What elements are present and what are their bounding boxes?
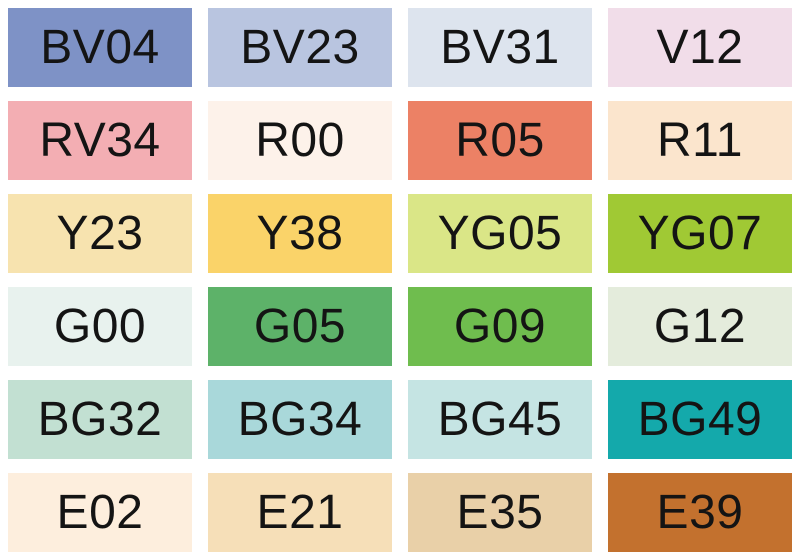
swatch-label: E35	[456, 486, 544, 539]
color-swatch-e35[interactable]: E35	[408, 473, 592, 552]
swatch-label: BG34	[237, 393, 363, 446]
color-swatch-e39[interactable]: E39	[608, 473, 792, 552]
swatch-label: BV04	[40, 21, 160, 74]
color-swatch-yg05[interactable]: YG05	[408, 194, 592, 273]
color-swatch-bv31[interactable]: BV31	[408, 8, 592, 87]
color-swatch-bg45[interactable]: BG45	[408, 380, 592, 459]
swatch-label: R00	[255, 114, 345, 167]
swatch-label: R11	[657, 114, 743, 167]
color-swatch-bg32[interactable]: BG32	[8, 380, 192, 459]
color-swatch-y38[interactable]: Y38	[208, 194, 392, 273]
color-swatch-r05[interactable]: R05	[408, 101, 592, 180]
swatch-label: G00	[53, 300, 147, 353]
swatch-label: V12	[656, 21, 744, 74]
color-swatch-e02[interactable]: E02	[8, 473, 192, 552]
swatch-label: Y23	[56, 207, 144, 260]
color-swatch-bv04[interactable]: BV04	[8, 8, 192, 87]
swatch-label: R05	[455, 114, 545, 167]
color-swatch-g05[interactable]: G05	[208, 287, 392, 366]
swatch-label: BV23	[240, 21, 360, 74]
swatch-label: G09	[453, 300, 547, 353]
color-swatch-bg49[interactable]: BG49	[608, 380, 792, 459]
color-swatch-g12[interactable]: G12	[608, 287, 792, 366]
swatch-label: E02	[56, 486, 144, 539]
color-swatch-r11[interactable]: R11	[608, 101, 792, 180]
color-swatch-y23[interactable]: Y23	[8, 194, 192, 273]
swatch-label: BG49	[637, 393, 763, 446]
swatch-label: E39	[656, 486, 744, 539]
swatch-label: BG32	[37, 393, 163, 446]
swatch-label: YG07	[637, 207, 763, 260]
color-swatch-g09[interactable]: G09	[408, 287, 592, 366]
swatch-label: BV31	[440, 21, 560, 74]
color-swatch-rv34[interactable]: RV34	[8, 101, 192, 180]
color-swatch-bv23[interactable]: BV23	[208, 8, 392, 87]
color-swatch-g00[interactable]: G00	[8, 287, 192, 366]
color-swatch-yg07[interactable]: YG07	[608, 194, 792, 273]
color-swatch-bg34[interactable]: BG34	[208, 380, 392, 459]
color-swatch-r00[interactable]: R00	[208, 101, 392, 180]
color-swatch-grid: BV04 BV23 BV31 V12 RV34 R00 R05 R11 Y23 Y38 YG05 YG…	[8, 8, 792, 552]
swatch-label: BG45	[437, 393, 563, 446]
swatch-label: G12	[653, 300, 747, 353]
color-swatch-e21[interactable]: E21	[208, 473, 392, 552]
swatch-label: RV34	[39, 114, 161, 167]
swatch-label: YG05	[437, 207, 563, 260]
swatch-label: E21	[256, 486, 344, 539]
swatch-label: Y38	[256, 207, 344, 260]
color-swatch-v12[interactable]: V12	[608, 8, 792, 87]
swatch-label: G05	[253, 300, 347, 353]
